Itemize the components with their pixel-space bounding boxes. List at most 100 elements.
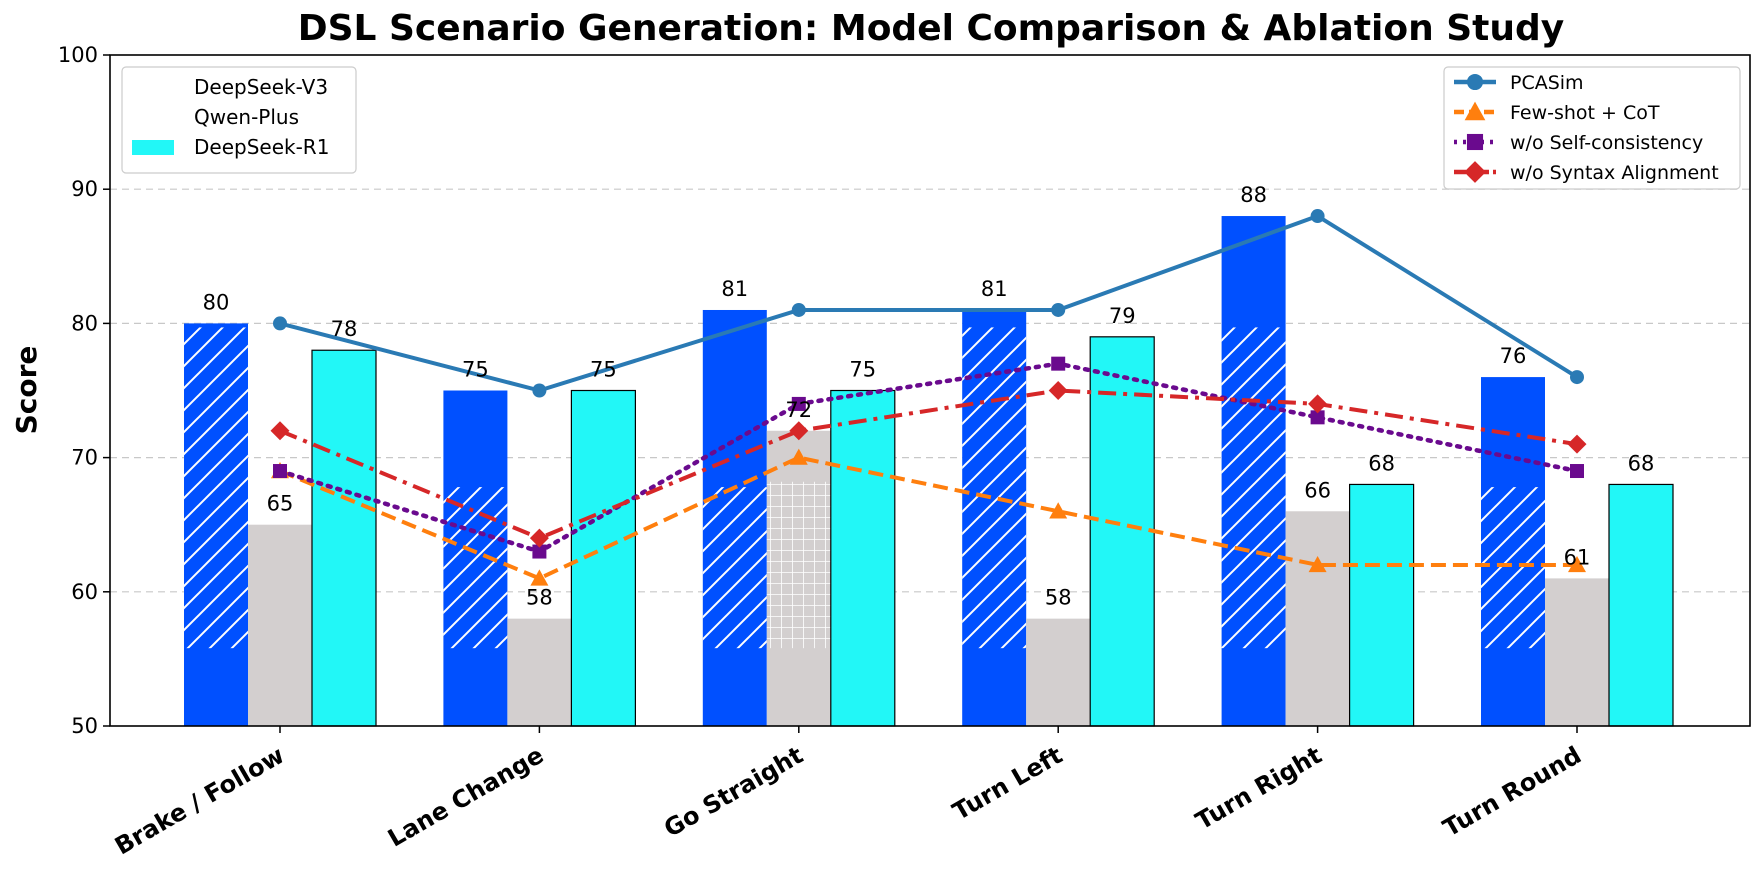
data-label: 75: [590, 358, 617, 382]
point-few-shot-cot: [789, 448, 808, 465]
bar-qwen-plus: [248, 524, 312, 726]
point-few-shot-cot: [530, 569, 549, 586]
point-w-o-self-consistency: [1051, 356, 1066, 371]
legend-label: DeepSeek-R1: [194, 135, 329, 159]
legend-swatch: [132, 140, 174, 155]
bar-deepseek-r1: [1089, 336, 1155, 727]
y-tick-label: 100: [58, 43, 98, 67]
bar-deepseek-r1: [1348, 483, 1415, 727]
data-label: 81: [981, 277, 1008, 301]
x-tick-label: Turn Left: [948, 741, 1067, 826]
line-w-o-syntax-alignment: [279, 388, 1578, 541]
legend-lines: PCASim Few-shot + CoT w/o Self-consistency…: [1443, 66, 1741, 190]
line-pcasim: [279, 214, 1579, 393]
legend-swatch: [132, 110, 174, 125]
bar-deepseek-v3-hatch: [1481, 487, 1545, 649]
point-pcasim: [791, 302, 806, 317]
point-few-shot-cot: [1568, 555, 1586, 573]
point-few-shot-cot: [1308, 555, 1327, 573]
x-tick-label: Turn Right: [1191, 741, 1327, 836]
bar-deepseek-v3-hatch: [702, 487, 767, 649]
data-label: 61: [1564, 545, 1591, 569]
x-axis-ticks: Brake / Follow Lane Change Go Straight Turn…: [110, 726, 1586, 860]
data-label: 78: [331, 317, 358, 341]
point-few-shot-cot: [1049, 502, 1068, 519]
x-tick-label: Brake / Follow: [110, 741, 289, 860]
y-tick-label: 70: [71, 446, 98, 470]
data-label: 76: [1500, 344, 1527, 368]
bar-deepseek-v3-hatch: [962, 327, 1027, 649]
bars: [184, 216, 1674, 727]
data-label: 68: [1628, 451, 1655, 475]
legend-bars: DeepSeek-V3 Qwen-Plus DeepSeek-R1: [121, 66, 357, 174]
legend-marker: [1464, 101, 1486, 121]
point-pcasim: [273, 316, 287, 331]
series-lines: [277, 214, 1580, 581]
y-tick-label: 90: [71, 177, 98, 201]
point-w-o-syntax-alignment: [1048, 381, 1068, 400]
y-tick-label: 50: [71, 714, 98, 738]
point-w-o-self-consistency: [273, 464, 287, 479]
bar-deepseek-r1: [1608, 483, 1674, 727]
point-pcasim: [1051, 302, 1066, 317]
data-label: 79: [1109, 304, 1136, 328]
point-pcasim: [1570, 370, 1584, 385]
legend-bars-frame: [121, 66, 357, 174]
point-w-o-syntax-alignment: [1567, 434, 1587, 454]
legend-marker: [1466, 73, 1484, 91]
legend-label: DeepSeek-V3: [194, 75, 328, 99]
grid-lines: [110, 188, 1750, 593]
point-pcasim: [532, 383, 547, 398]
data-label: 68: [1368, 451, 1395, 475]
y-tick-label: 60: [71, 580, 98, 604]
bar-deepseek-v3-hatch: [1221, 327, 1286, 649]
y-axis-ticks: 50 60 70 80 90 100: [58, 43, 110, 738]
legend-marker: [1464, 161, 1486, 183]
series-markers: [270, 209, 1587, 586]
bar-qwen-plus: [507, 618, 572, 726]
point-w-o-self-consistency: [532, 544, 547, 559]
legend-label: w/o Self-consistency: [1510, 132, 1703, 154]
bar-deepseek-r1: [570, 389, 637, 727]
data-label: 58: [1045, 586, 1072, 610]
legend-marker: [1466, 133, 1484, 151]
data-label: 75: [849, 358, 876, 382]
bar-deepseek-r1: [311, 349, 377, 727]
data-label: 81: [721, 277, 748, 301]
y-axis-label: Score: [10, 346, 43, 435]
bar-qwen-plus: [1285, 511, 1350, 726]
data-label: 65: [267, 492, 294, 516]
data-label: 80: [203, 290, 230, 314]
data-labels: 80 75 81 81 88 76 65 58 72 58 66 61 78 75 75 79 68 68: [203, 183, 1655, 610]
point-pcasim: [1310, 209, 1325, 224]
legend-label: Few-shot + CoT: [1510, 102, 1660, 124]
data-label: 75: [462, 358, 489, 382]
bar-qwen-plus: [1545, 578, 1609, 726]
plot-frame: [109, 54, 1751, 727]
legend-label: PCASim: [1510, 72, 1584, 94]
bar-deepseek-v3-hatch: [184, 327, 248, 649]
data-label: 66: [1304, 478, 1331, 502]
line-few-shot-cot: [279, 455, 1577, 581]
legend-swatch: [132, 80, 174, 95]
point-w-o-syntax-alignment: [789, 421, 809, 441]
x-tick-label: Lane Change: [383, 741, 548, 853]
point-w-o-self-consistency: [1570, 464, 1584, 479]
data-label: 88: [1240, 183, 1267, 207]
line-w-o-self-consistency: [277, 361, 1580, 554]
x-tick-label: Go Straight: [659, 741, 807, 843]
legend-lines-frame: [1443, 66, 1741, 190]
data-label: 72: [785, 398, 812, 422]
chart-title: DSL Scenario Generation: Model Compariso…: [298, 8, 1565, 49]
point-w-o-syntax-alignment: [529, 528, 549, 548]
point-w-o-self-consistency: [791, 396, 806, 411]
legend-label: Qwen-Plus: [194, 105, 299, 129]
bar-deepseek-v3-hatch: [443, 487, 508, 649]
bar-qwen-plus: [1026, 618, 1091, 726]
legend-label: w/o Syntax Alignment: [1510, 162, 1719, 184]
bar-deepseek-r1: [830, 389, 896, 727]
bar-qwen-plus-hatch: [766, 481, 831, 649]
point-w-o-self-consistency: [1310, 410, 1325, 425]
y-tick-label: 80: [71, 311, 98, 335]
